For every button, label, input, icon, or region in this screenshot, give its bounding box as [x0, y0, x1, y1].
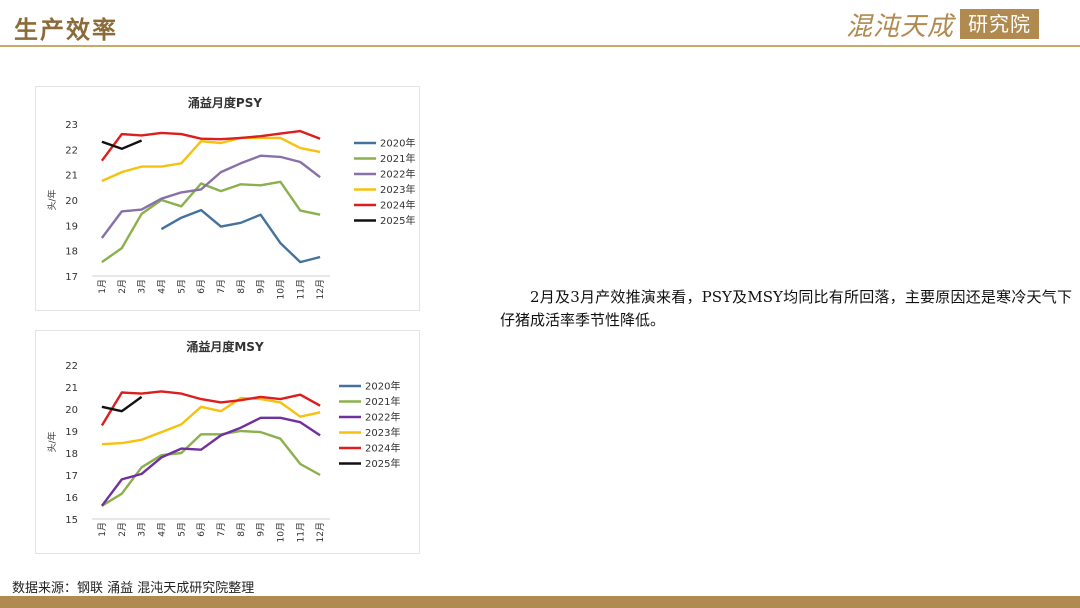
y-tick-label: 20 [65, 405, 78, 416]
series-line-2025年 [101, 139, 143, 150]
x-tick-label: 12月 [315, 522, 326, 542]
x-tick-label: 1月 [97, 522, 108, 537]
y-tick-label: 17 [65, 471, 78, 482]
y-tick-label: 19 [65, 427, 78, 438]
legend-label: 2024年 [380, 199, 415, 212]
x-tick-label: 5月 [176, 279, 187, 294]
x-tick-label: 6月 [196, 522, 207, 537]
y-tick-label: 21 [65, 383, 78, 394]
psy-chart: 涌益月度PSY 头/年 17 18 19 20 21 22 23 1月 2月 3月 4月 5月 6月 7月 8月… [35, 86, 420, 311]
series-line-2024年 [100, 390, 321, 427]
series-line-2022年 [100, 416, 321, 507]
logo-main-text: 混沌天成 [846, 11, 955, 42]
y-tick-label: 18 [65, 449, 78, 460]
x-tick-label: 7月 [216, 522, 227, 537]
commentary-text: 2月及3月产效推演来看，PSY及MSY均同比有所回落，主要原因还是寒冷天气下仔猪… [500, 288, 1072, 329]
logo: 混沌天成 研究院 [846, 8, 1040, 42]
chart-title: 涌益月度PSY [188, 95, 262, 110]
y-tick-label: 16 [65, 493, 78, 504]
y-tick-label: 18 [65, 247, 78, 258]
x-tick-label: 11月 [295, 522, 306, 542]
x-tick-label: 12月 [315, 279, 326, 299]
x-tick-label: 1月 [97, 279, 108, 294]
x-tick-label: 2月 [117, 522, 128, 537]
legend-label: 2025年 [380, 214, 415, 227]
legend-label: 2024年 [365, 442, 400, 455]
series-line-2024年 [100, 129, 321, 162]
legend-label: 2021年 [380, 152, 415, 165]
x-tick-label: 3月 [137, 279, 148, 294]
legend-label: 2022年 [380, 168, 415, 181]
x-tick-label: 4月 [156, 522, 167, 537]
series-line-2025年 [101, 395, 143, 413]
legend-label: 2023年 [365, 426, 400, 439]
y-tick-label: 17 [65, 272, 78, 283]
psy-chart-svg: 涌益月度PSY 头/年 17 18 19 20 21 22 23 1月 2月 3月 4月 5月 6月 7月 8月… [46, 95, 415, 299]
x-tick-label: 10月 [275, 522, 286, 542]
legend-label: 2020年 [365, 380, 400, 393]
x-tick-label: 2月 [117, 279, 128, 294]
header-divider [0, 45, 1080, 47]
msy-chart-svg: 涌益月度MSY 头/年 15 16 17 18 19 20 21 22 1月 2月 3月 4月 5月 6月 7月… [46, 339, 400, 542]
chart-title: 涌益月度MSY [186, 339, 264, 354]
x-tick-label: 8月 [236, 522, 247, 537]
data-source-note: 数据来源：钢联 涌益 混沌天成研究院整理 [12, 581, 255, 596]
legend-label: 2023年 [380, 183, 415, 196]
y-tick-label: 20 [65, 196, 78, 207]
y-tick-label: 23 [65, 120, 78, 131]
series-line-2023年 [101, 396, 321, 446]
x-tick-label: 5月 [176, 522, 187, 537]
x-tick-label: 11月 [295, 279, 306, 299]
series-line-2023年 [101, 136, 321, 183]
x-tick-label: 8月 [236, 279, 247, 294]
x-tick-label: 10月 [275, 279, 286, 299]
series-line-2022年 [100, 154, 321, 239]
page-title: 生产效率 [14, 15, 118, 44]
x-tick-label: 9月 [256, 522, 267, 537]
y-tick-label: 22 [65, 145, 78, 156]
series-line-2021年 [101, 180, 321, 264]
y-tick-label: 22 [65, 361, 78, 372]
y-tick-label: 15 [65, 515, 78, 526]
x-tick-label: 7月 [216, 279, 227, 294]
y-axis-label: 头/年 [46, 189, 58, 210]
series-line-2021年 [101, 429, 321, 507]
y-tick-label: 21 [65, 171, 78, 182]
x-tick-label: 4月 [156, 279, 167, 294]
y-tick-label: 19 [65, 221, 78, 232]
logo-box-text: 研究院 [960, 9, 1040, 39]
legend-label: 2025年 [365, 457, 400, 470]
footer-bar [0, 596, 1080, 608]
x-tick-label: 6月 [196, 279, 207, 294]
msy-chart: 涌益月度MSY 头/年 15 16 17 18 19 20 21 22 1月 2月 3月 4月 5月 6月 7月… [35, 330, 420, 554]
x-tick-label: 3月 [137, 522, 148, 537]
series-line-2020年 [160, 208, 321, 264]
legend-label: 2020年 [380, 137, 415, 150]
legend-label: 2022年 [365, 411, 400, 424]
legend-label: 2021年 [365, 395, 400, 408]
x-tick-label: 9月 [256, 279, 267, 294]
y-axis-label: 头/年 [46, 431, 58, 452]
